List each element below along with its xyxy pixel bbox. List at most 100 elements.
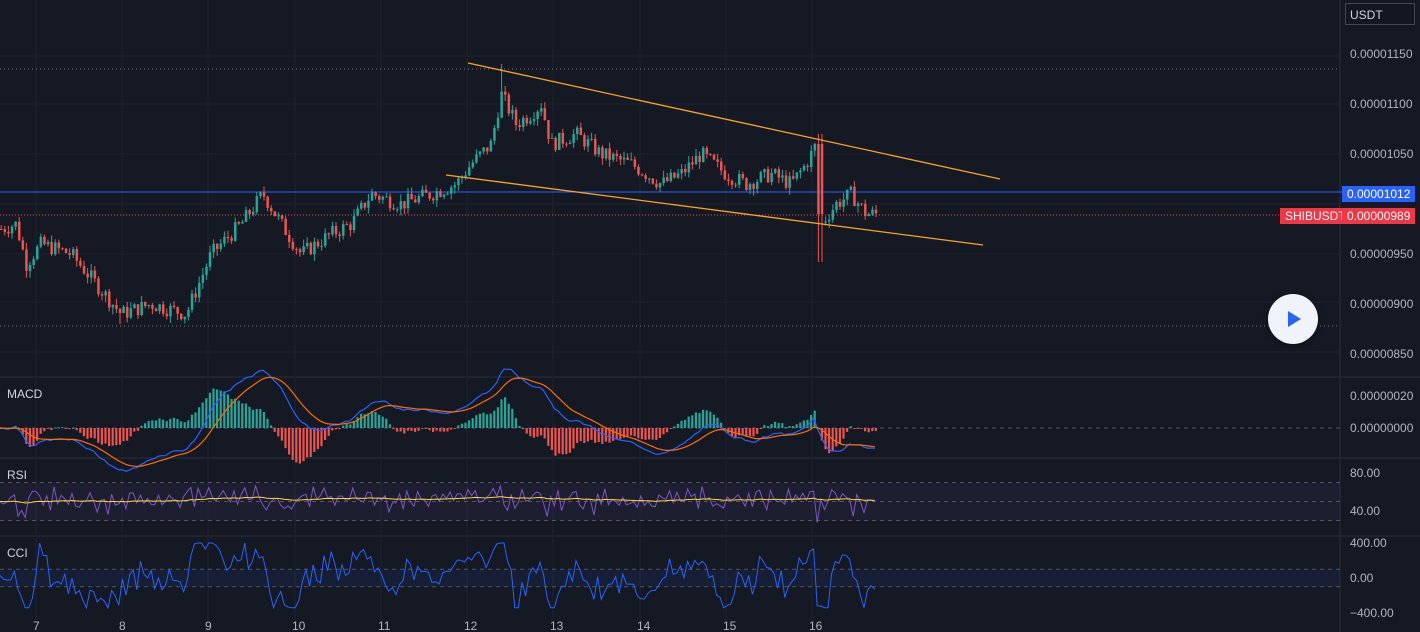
candle-body — [302, 246, 305, 253]
macd-bar — [302, 428, 305, 462]
rsi-axis-label: 80.00 — [1350, 466, 1380, 480]
macd-bar — [21, 428, 24, 435]
macd-bar — [86, 428, 89, 439]
candle-body — [97, 278, 100, 295]
candle-body — [572, 134, 575, 143]
macd-bar — [630, 428, 633, 436]
macd-bar — [792, 425, 795, 428]
macd-bar — [777, 422, 780, 428]
candle-body — [662, 177, 665, 184]
macd-bar — [529, 428, 532, 437]
macd-bar — [435, 428, 438, 431]
candle-body — [874, 209, 878, 214]
candle-body — [219, 243, 223, 249]
macd-bar — [414, 428, 417, 432]
candle-body — [630, 159, 633, 161]
macd-bar — [248, 406, 251, 428]
macd-bar — [266, 418, 269, 428]
macd-bar — [770, 424, 773, 428]
macd-bar — [25, 428, 28, 444]
macd-bar — [496, 407, 499, 428]
candle-body — [3, 229, 7, 232]
candle-body — [709, 153, 712, 155]
macd-label[interactable]: MACD — [7, 387, 43, 401]
candle-body — [446, 193, 449, 195]
macd-bar — [255, 408, 258, 428]
macd-bar — [259, 408, 262, 428]
macd-bar — [702, 409, 705, 428]
candle-body — [680, 168, 683, 174]
macd-bar — [486, 414, 489, 428]
candle-body — [190, 293, 194, 310]
candle-body — [644, 175, 647, 179]
macd-bar — [172, 417, 175, 428]
macd-bar — [367, 413, 370, 428]
macd-bar — [183, 422, 186, 428]
candle-body — [806, 165, 809, 167]
candle-body — [471, 162, 475, 168]
candle-body — [284, 218, 287, 236]
macd-bar — [579, 428, 582, 442]
macd-bar — [345, 423, 348, 428]
macd-bar — [439, 428, 442, 432]
macd-bar — [158, 418, 161, 428]
candles — [0, 64, 878, 324]
time-axis-label: 14 — [637, 619, 651, 632]
macd-bar — [644, 428, 647, 440]
macd-bar — [61, 427, 64, 429]
rsi-label[interactable]: RSI — [7, 468, 28, 482]
macd-bar — [622, 428, 625, 438]
candle-body — [864, 203, 867, 217]
candle-body — [262, 192, 266, 197]
candle-body — [226, 236, 230, 239]
candle-body — [90, 270, 93, 278]
macd-bar — [550, 428, 553, 451]
candle-body — [475, 154, 478, 163]
time-axis-label: 11 — [378, 619, 391, 632]
candle-body — [576, 127, 579, 135]
candle-body — [734, 184, 737, 186]
macd-bar — [478, 413, 481, 428]
macd-bar — [216, 389, 219, 428]
candle-body — [669, 172, 673, 181]
macd-bar — [597, 428, 600, 442]
candle-body — [410, 193, 413, 200]
play-button[interactable] — [1268, 294, 1318, 344]
candle-body — [313, 241, 316, 255]
candle-body — [601, 147, 604, 159]
price-axis-label: 0.00000950 — [1350, 247, 1414, 261]
time-axis-label: 10 — [292, 619, 306, 632]
price-axis-label: 0.00001100 — [1350, 97, 1413, 111]
candle-body — [378, 196, 381, 200]
currency-selector[interactable]: USDT — [1345, 3, 1415, 25]
candle-body — [792, 176, 795, 179]
candle-body — [525, 117, 529, 124]
macd-bar — [428, 428, 431, 431]
candle-body — [14, 221, 17, 227]
candle-body — [18, 221, 21, 241]
candle-body — [835, 201, 838, 211]
macd-bar — [374, 412, 377, 428]
macd-bar — [432, 428, 435, 432]
macd-bar — [385, 418, 388, 428]
macd-bar — [378, 414, 381, 428]
macd-bar — [648, 428, 651, 440]
cci-label[interactable]: CCI — [7, 546, 28, 560]
candle-body — [612, 153, 615, 160]
candle-body — [54, 242, 57, 255]
macd-bar — [190, 414, 193, 428]
candle-body — [244, 210, 248, 222]
macd-bar — [244, 403, 247, 428]
time-axis-label: 16 — [809, 619, 823, 632]
candle-body — [777, 169, 781, 178]
candle-body — [604, 148, 608, 159]
candle-body — [738, 174, 741, 185]
macd-bar — [709, 411, 712, 428]
macd-bar — [381, 416, 384, 428]
macd-bar — [633, 428, 636, 437]
candle-body — [295, 248, 298, 250]
macd-bar — [162, 419, 165, 428]
macd-bar — [126, 428, 129, 441]
macd-bar — [824, 428, 827, 450]
